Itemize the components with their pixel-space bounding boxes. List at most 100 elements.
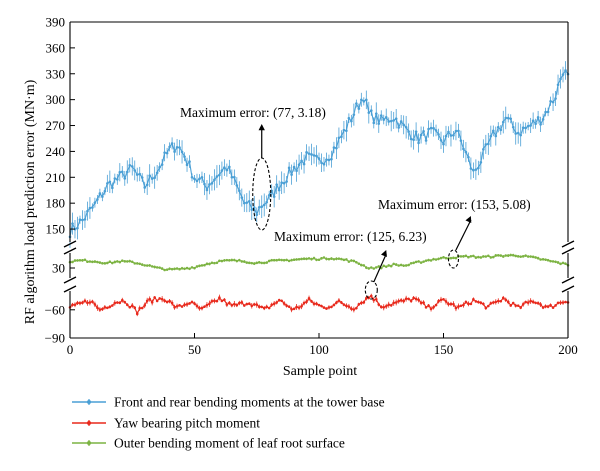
data-point [554, 260, 557, 264]
data-point [392, 262, 396, 266]
data-point [158, 266, 161, 269]
data-point [193, 266, 196, 270]
data-point [106, 261, 109, 265]
data-point [546, 258, 550, 262]
data-point [205, 303, 209, 307]
data-point [285, 304, 288, 307]
data-point [516, 131, 520, 135]
data-point [467, 255, 470, 259]
data-point [302, 301, 306, 305]
data-point [193, 302, 196, 305]
data-point [213, 299, 216, 303]
data-point [240, 196, 244, 199]
data-point [223, 166, 226, 169]
data-point [108, 305, 112, 309]
data-point [367, 111, 371, 114]
data-point [233, 258, 236, 262]
data-point [402, 264, 405, 267]
series-0 [68, 61, 570, 248]
data-point [357, 262, 361, 265]
y-tick-label: −60 [45, 302, 65, 317]
data-point [514, 254, 518, 258]
y-tick-label: 240 [46, 144, 66, 159]
data-point [218, 296, 221, 299]
data-point [163, 299, 166, 303]
data-point [145, 264, 149, 267]
data-point [424, 259, 428, 262]
data-point [524, 300, 527, 304]
data-point [220, 259, 224, 263]
data-point [355, 102, 358, 105]
data-point [454, 129, 458, 133]
data-point [262, 261, 266, 265]
data-point [419, 301, 423, 305]
data-point [295, 258, 298, 261]
data-point [113, 301, 117, 305]
data-point [180, 150, 184, 154]
data-point [544, 305, 547, 308]
data-point [372, 121, 376, 125]
data-point [459, 139, 463, 142]
data-point [372, 267, 376, 270]
data-point [208, 302, 211, 306]
data-point [444, 256, 448, 260]
data-point [477, 166, 480, 170]
data-point [203, 263, 206, 267]
data-point [556, 261, 560, 264]
data-point [382, 264, 386, 268]
data-point [474, 168, 478, 171]
data-point [175, 304, 179, 308]
data-point [424, 306, 428, 309]
data-point [449, 134, 453, 137]
data-point [215, 261, 219, 265]
data-point [163, 151, 166, 154]
data-point [360, 263, 363, 267]
data-point [101, 261, 104, 265]
data-point [472, 168, 475, 172]
data-point [183, 303, 186, 307]
data-point [551, 306, 555, 309]
data-point [330, 305, 333, 309]
annotation-arrow [455, 219, 472, 251]
data-point [312, 256, 316, 260]
data-point [138, 262, 142, 266]
data-point [111, 261, 114, 265]
data-point [484, 143, 488, 146]
data-point [524, 126, 527, 130]
data-point [315, 302, 318, 305]
data-point [531, 255, 535, 259]
data-point [434, 129, 438, 132]
data-point [78, 301, 82, 305]
data-point [489, 256, 493, 259]
data-point [330, 257, 333, 260]
data-point [544, 110, 547, 114]
data-point [200, 306, 204, 310]
data-point [148, 264, 151, 267]
data-point [118, 170, 122, 174]
data-point [71, 303, 74, 307]
data-point [447, 130, 450, 134]
data-point [145, 299, 149, 303]
data-point [140, 176, 144, 179]
data-point [108, 260, 112, 264]
data-point [183, 155, 186, 158]
data-point [295, 305, 298, 309]
data-point [120, 170, 124, 174]
data-point [462, 303, 465, 307]
data-point [482, 148, 485, 151]
data-point [302, 162, 306, 166]
data-point [384, 116, 388, 119]
data-point [277, 188, 281, 192]
data-point [135, 262, 139, 265]
data-point [93, 303, 97, 306]
data-point [399, 299, 403, 302]
data-point [429, 259, 433, 262]
data-point [220, 299, 224, 303]
data-point [467, 155, 470, 159]
data-point [340, 135, 343, 139]
data-point [168, 267, 171, 271]
data-point [235, 303, 239, 307]
data-point [228, 301, 231, 305]
data-point [111, 304, 114, 307]
data-point [272, 302, 276, 306]
